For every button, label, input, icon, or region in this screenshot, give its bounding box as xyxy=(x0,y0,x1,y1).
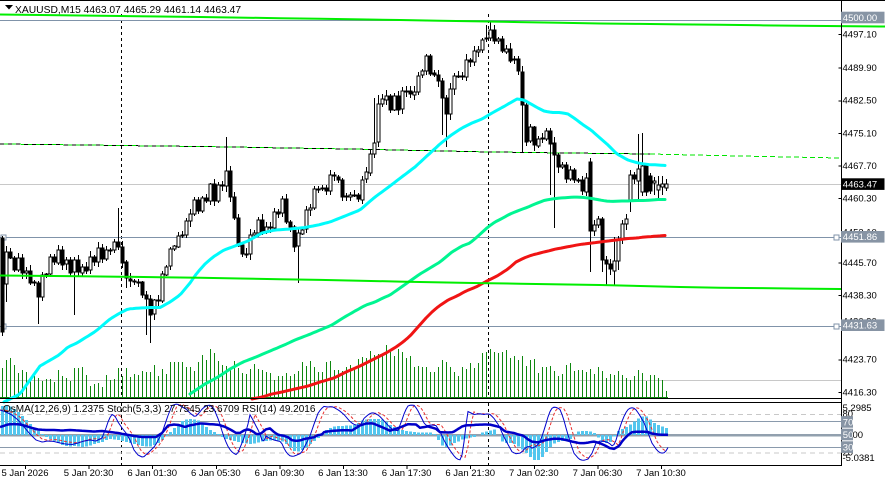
svg-text:6 Jan 05:30: 6 Jan 05:30 xyxy=(191,468,241,479)
svg-text:4416.30: 4416.30 xyxy=(843,387,877,398)
svg-text:4431.63: 4431.63 xyxy=(843,321,877,332)
svg-text:70: 70 xyxy=(843,417,854,428)
svg-text:7 Jan 10:30: 7 Jan 10:30 xyxy=(636,468,686,479)
svg-text:4423.70: 4423.70 xyxy=(843,355,877,366)
svg-text:5.2985: 5.2985 xyxy=(843,403,872,414)
svg-text:20: 20 xyxy=(843,448,854,459)
svg-text:4475.10: 4475.10 xyxy=(843,128,877,139)
svg-text:6 Jan 13:30: 6 Jan 13:30 xyxy=(318,468,368,479)
svg-text:6 Jan 09:30: 6 Jan 09:30 xyxy=(255,468,305,479)
svg-text:4489.90: 4489.90 xyxy=(843,63,877,74)
svg-text:4445.70: 4445.70 xyxy=(843,258,877,269)
svg-text:6 Jan 01:30: 6 Jan 01:30 xyxy=(127,468,177,479)
svg-text:30: 30 xyxy=(843,443,854,454)
svg-text:7 Jan 06:30: 7 Jan 06:30 xyxy=(573,468,623,479)
svg-text:4467.70: 4467.70 xyxy=(843,161,877,172)
svg-text:4438.30: 4438.30 xyxy=(843,290,877,301)
svg-text:50: 50 xyxy=(843,430,854,441)
svg-text:7 Jan 02:30: 7 Jan 02:30 xyxy=(509,468,559,479)
svg-text:4497.10: 4497.10 xyxy=(843,29,877,40)
svg-text:-5.0381: -5.0381 xyxy=(843,453,875,464)
svg-text:4460.30: 4460.30 xyxy=(843,194,877,205)
svg-text:80: 80 xyxy=(843,409,854,420)
svg-text:5 Jan 2026: 5 Jan 2026 xyxy=(1,468,48,479)
svg-text:OsMA(12,26,9) 1.2375 Stoch(5,: OsMA(12,26,9) 1.2375 Stoch(5,3,3) 27.754… xyxy=(3,404,316,415)
svg-text:00: 00 xyxy=(853,430,864,441)
svg-text:4451.86: 4451.86 xyxy=(843,232,877,243)
svg-text:4463.47: 4463.47 xyxy=(843,180,877,191)
svg-text:4482.50: 4482.50 xyxy=(843,96,877,107)
svg-text:6 Jan 21:30: 6 Jan 21:30 xyxy=(445,468,495,479)
svg-text:XAUUSD,M15 4463.07 4465.29 446: XAUUSD,M15 4463.07 4465.29 4461.14 4463.… xyxy=(15,5,241,16)
svg-text:6 Jan 17:30: 6 Jan 17:30 xyxy=(382,468,432,479)
svg-text:4500.00: 4500.00 xyxy=(843,13,877,24)
svg-text:5 Jan 20:30: 5 Jan 20:30 xyxy=(64,468,114,479)
